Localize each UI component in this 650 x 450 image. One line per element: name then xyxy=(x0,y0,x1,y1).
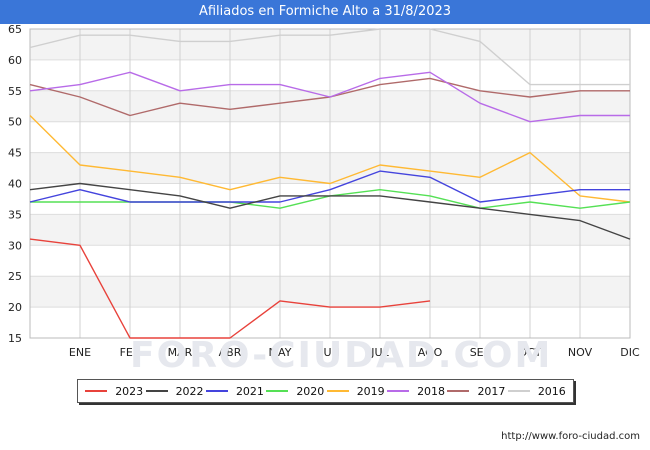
legend-item-2022: 2022 xyxy=(145,384,204,398)
legend-label: 2016 xyxy=(537,384,566,398)
legend-item-2020: 2020 xyxy=(266,385,324,398)
legend-swatch xyxy=(85,390,108,392)
legend-label: 2022 xyxy=(175,384,204,398)
plot-frame xyxy=(29,28,631,339)
tick-labels: 15 20 25 30 35 40 45 50 55 60 65 ENE FEB MAR ABR MAY JUN… xyxy=(8,23,640,359)
y-tick-label: 20 xyxy=(8,301,22,314)
legend-swatch xyxy=(145,390,168,392)
x-tick-label: MAY xyxy=(269,346,292,359)
x-tick-label: JUL xyxy=(370,346,389,359)
legend-item-2019: 2019 xyxy=(326,384,385,398)
legend-label: 2017 xyxy=(477,384,506,398)
x-tick-label: MAR xyxy=(168,346,193,359)
x-tick-label: ABR xyxy=(219,346,242,359)
x-tick-label: NOV xyxy=(568,346,593,359)
x-tick-label: JUN xyxy=(319,346,340,359)
footer-url[interactable]: http://www.foro-ciudad.com xyxy=(501,431,640,442)
x-tick-label: AGO xyxy=(418,346,443,359)
chart-title: Afiliados en Formiche Alto a 31/8/2023 xyxy=(0,0,650,24)
legend: 2023 2022 2021 2020 2019 2018 2017 2016 xyxy=(77,379,574,403)
legend-swatch xyxy=(205,390,228,392)
legend-label: 2019 xyxy=(356,384,385,398)
legend-label: 2020 xyxy=(296,384,325,398)
y-tick-label: 50 xyxy=(8,116,22,129)
series-line-2018 xyxy=(29,71,630,123)
series-line-2019 xyxy=(29,115,631,203)
y-tick-label: 40 xyxy=(8,178,22,191)
series-line-2023 xyxy=(29,238,431,339)
legend-item-2016: 2016 xyxy=(507,384,566,398)
legend-swatch xyxy=(447,390,470,392)
x-tick-label: DIC xyxy=(620,346,640,359)
y-tick-label: 25 xyxy=(8,270,22,283)
y-tick-label: 45 xyxy=(8,147,22,160)
x-tick-label: SEP xyxy=(470,346,491,359)
legend-swatch xyxy=(326,390,349,392)
y-tick-label: 65 xyxy=(8,23,22,36)
legend-item-2017: 2017 xyxy=(447,385,505,398)
legend-swatch xyxy=(266,390,289,392)
legend-item-2018: 2018 xyxy=(387,385,445,398)
legend-swatch xyxy=(507,390,530,392)
watermark: FORO-CIUDAD.COM xyxy=(130,335,553,376)
legend-item-2021: 2021 xyxy=(205,384,264,398)
legend-label: 2023 xyxy=(115,384,144,398)
x-tick-label: OCT xyxy=(518,346,541,359)
y-tick-label: 30 xyxy=(8,239,22,252)
series-lines xyxy=(29,28,631,339)
series-line-2022 xyxy=(29,182,631,240)
series-line-2021 xyxy=(29,170,630,203)
legend-label: 2018 xyxy=(417,384,446,398)
x-tick-label: FEB xyxy=(120,346,141,359)
legend-label: 2021 xyxy=(235,384,264,398)
y-tick-label: 55 xyxy=(8,85,22,98)
axes xyxy=(29,28,631,339)
series-line-2016 xyxy=(29,28,630,86)
y-tick-label: 15 xyxy=(8,332,22,345)
y-tick-label: 35 xyxy=(8,208,22,221)
x-tick-label: ENE xyxy=(69,346,91,359)
y-tick-label: 60 xyxy=(8,54,22,67)
legend-swatch xyxy=(387,390,410,392)
legend-item-2023: 2023 xyxy=(85,385,143,398)
